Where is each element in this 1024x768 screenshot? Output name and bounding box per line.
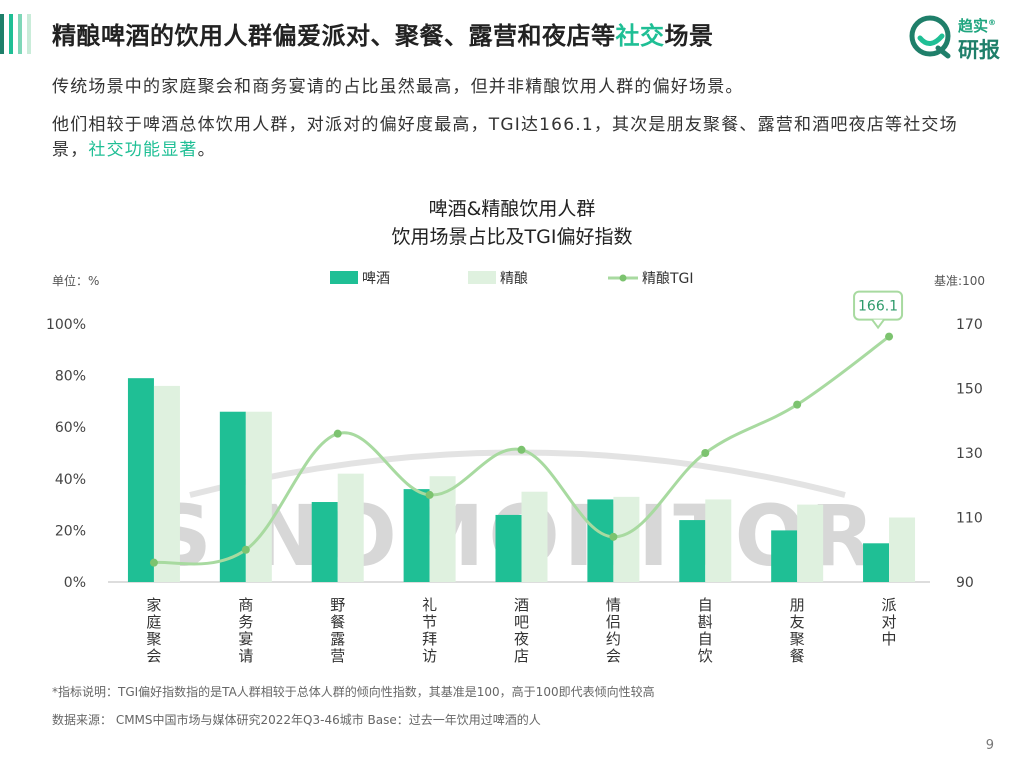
chart-subtitle: 饮用场景占比及TGI偏好指数 <box>392 226 633 248</box>
page-title-main: 精酿啤酒的饮用人群偏爱派对、聚餐、露营和夜店等 <box>52 22 616 50</box>
y-right-tick-label: 130 <box>956 446 983 462</box>
y-left-tick-label: 80% <box>55 369 86 385</box>
bar-craft <box>337 473 364 582</box>
y-right-tick-label: 110 <box>956 511 983 527</box>
bar-craft <box>521 491 548 582</box>
tgi-point <box>701 449 710 457</box>
tgi-point <box>885 332 894 341</box>
logo-text-line2: 研报 <box>958 38 1000 62</box>
bar-craft <box>153 385 180 582</box>
y-right-tick-label: 170 <box>956 317 983 333</box>
brand-logo: 趋实® 研报 <box>908 14 1012 62</box>
intro-paragraph-2-end: 。 <box>197 140 216 160</box>
page-number: 9 <box>985 738 994 753</box>
header-bar-1 <box>0 14 4 54</box>
y-left-tick-label: 0% <box>64 575 86 591</box>
y-right-tick-label: 150 <box>956 382 983 398</box>
legend-label-craft: 精酿 <box>500 271 528 287</box>
bar-craft <box>797 504 824 582</box>
x-category-label: 朋友聚餐 <box>790 596 805 665</box>
header-bar-2 <box>9 14 13 54</box>
page-title: 精酿啤酒的饮用人群偏爱派对、聚餐、露营和夜店等社交场景 <box>52 16 714 51</box>
logo-text-line1: 趋实® <box>958 17 997 35</box>
bar-craft <box>245 411 272 582</box>
legend-swatch-craft <box>468 271 496 284</box>
x-category-label: 商务宴请 <box>238 596 253 665</box>
callout-label: 166.1 <box>858 299 898 315</box>
x-category-labels: 家庭聚会 商务宴请 野餐露营 礼节拜访 酒吧夜店 情侣约会 自斟自饮 朋友聚餐 派对中 <box>146 596 896 665</box>
x-category-label: 礼节拜访 <box>422 596 437 665</box>
y-left-tick-label: 40% <box>55 472 86 488</box>
x-category-label: 自斟自饮 <box>698 596 713 665</box>
logo-q-icon <box>909 15 951 59</box>
intro-paragraph-2-accent: 社交功能显著 <box>88 140 198 160</box>
tgi-point <box>609 532 618 541</box>
tgi-point <box>149 558 158 567</box>
bar-beer <box>311 502 338 582</box>
intro-paragraph-2: 他们相较于啤酒总体饮用人群，对派对的偏好度最高，TGI达166.1，其次是朋友聚… <box>52 113 982 163</box>
x-category-label: 情侣约会 <box>606 596 621 665</box>
bar-beer <box>679 520 706 582</box>
intro-paragraph-2-main: 他们相较于啤酒总体饮用人群，对派对的偏好度最高，TGI达166.1，其次是朋友聚… <box>52 115 958 160</box>
header-bar-3 <box>18 14 22 54</box>
y-right-tick-label: 90 <box>956 575 974 591</box>
legend-label-beer: 啤酒 <box>362 271 390 287</box>
bar-beer <box>863 543 890 582</box>
y-left-ticks: 0% 20% 40% 60% 80% 100% <box>46 317 86 591</box>
legend-swatch-tgi-dot <box>619 274 627 282</box>
bar-craft <box>889 517 916 582</box>
header-bar-4 <box>27 14 31 54</box>
bar-beer <box>403 489 430 582</box>
y-left-tick-label: 100% <box>46 317 86 333</box>
bar-beer <box>127 378 154 582</box>
bar-beer <box>771 530 798 582</box>
page-title-highlight: 社交 <box>615 22 665 50</box>
bar-series <box>127 378 916 582</box>
tgi-callout: 166.1 <box>853 290 904 330</box>
bar-craft <box>613 496 640 582</box>
x-category-label: 酒吧夜店 <box>514 596 529 665</box>
callout-pointer <box>871 318 885 330</box>
indicator-note: *指标说明：TGI偏好指数指的是TA人群相较于总体人群的倾向性指数，其基准是10… <box>52 685 655 699</box>
tgi-line-series <box>149 332 894 567</box>
x-category-label: 野餐露营 <box>330 596 345 665</box>
data-source-note: 数据来源： CMMS中国市场与媒体研究2022年Q3-46城市 Base：过去一… <box>52 713 541 727</box>
y-left-tick-label: 60% <box>55 420 86 436</box>
x-category-label: 家庭聚会 <box>146 596 161 665</box>
tgi-point <box>333 429 342 438</box>
legend-label-tgi: 精酿TGI <box>642 271 694 287</box>
y-left-tick-label: 20% <box>55 523 86 539</box>
legend-swatch-beer <box>330 271 358 284</box>
page-title-tail: 场景 <box>664 22 714 50</box>
tgi-point <box>793 400 802 409</box>
x-category-label: 派对中 <box>882 596 897 648</box>
bar-beer <box>587 499 614 582</box>
y-left-unit-label: 单位：% <box>52 273 99 288</box>
chart-title: 啤酒&精酿饮用人群 <box>429 198 596 220</box>
intro-paragraph-1: 传统场景中的家庭聚会和商务宴请的占比虽然最高，但并非精酿饮用人群的偏好场景。 <box>52 77 744 97</box>
bar-craft <box>705 499 732 582</box>
tgi-point <box>517 445 526 454</box>
tgi-point <box>241 545 250 554</box>
bar-beer <box>495 514 522 582</box>
chart-legend: 啤酒 精酿 精酿TGI <box>330 271 694 287</box>
y-right-ticks: 90 110 130 150 170 <box>956 317 983 591</box>
y-right-unit-label: 基准:100 <box>934 274 985 288</box>
tgi-point <box>425 490 434 499</box>
